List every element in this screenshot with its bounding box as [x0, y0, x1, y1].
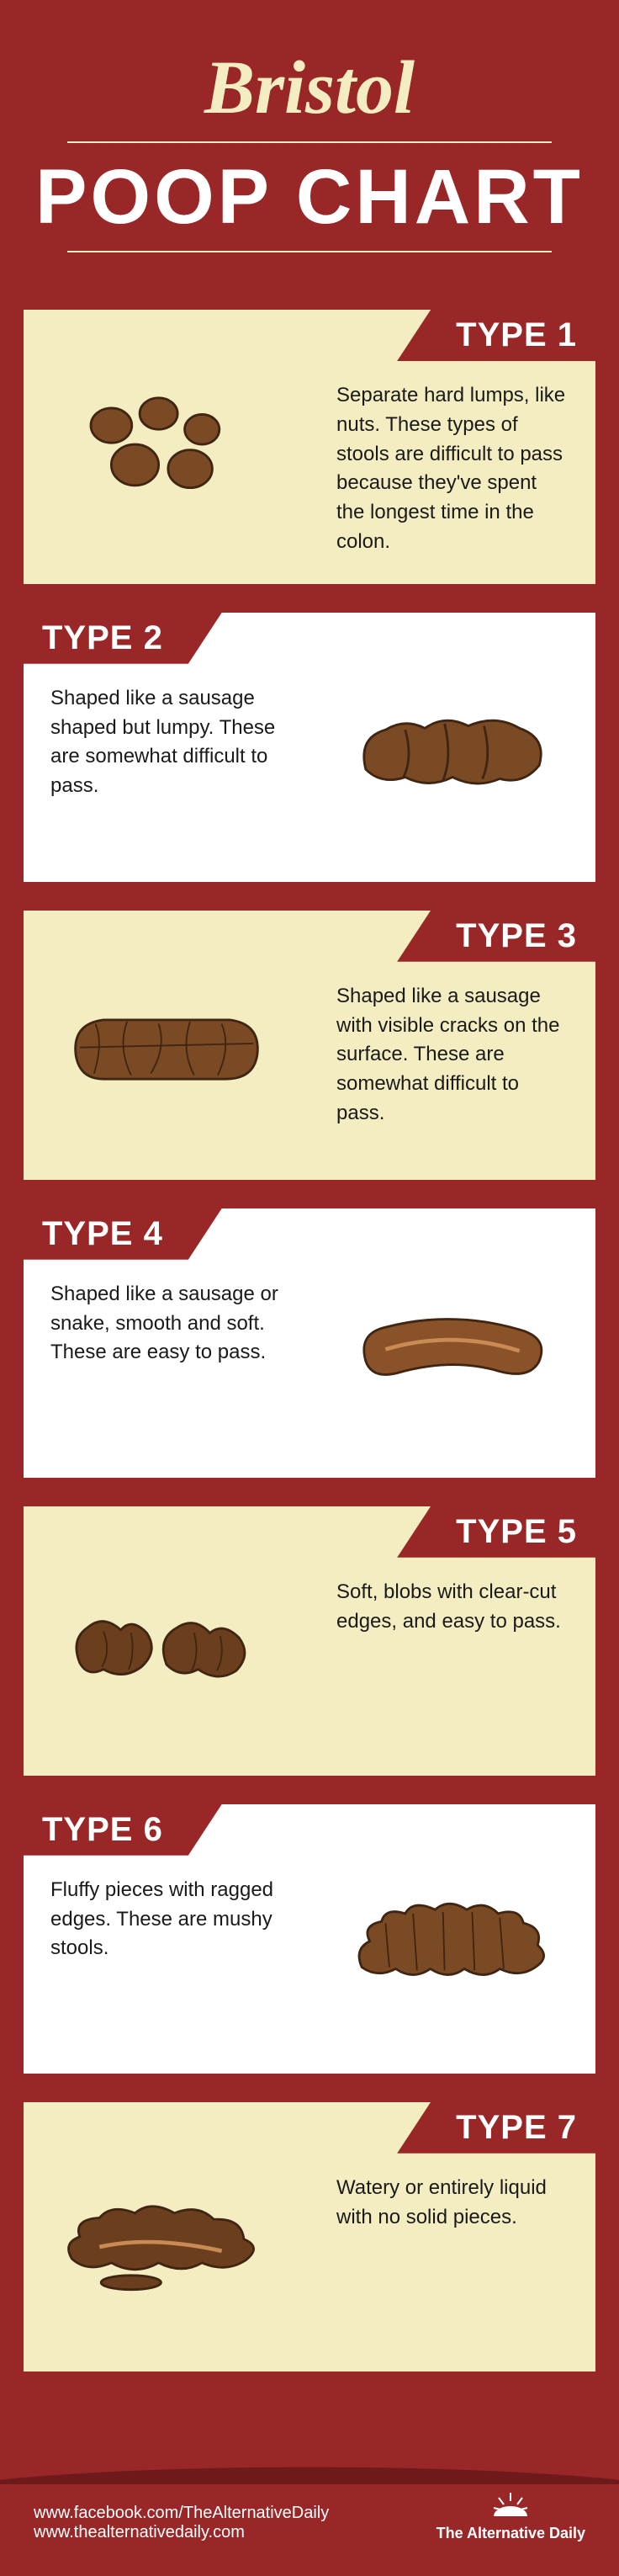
type-illustration	[310, 1208, 595, 1478]
footer-brand: The Alternative Daily	[436, 2491, 585, 2542]
type-description: Shaped like a sausage shaped but lumpy. …	[50, 684, 283, 801]
type-card-1: TYPE 1 Separate hard lumps, like nuts. Th…	[24, 310, 595, 584]
type-card-5: TYPE 5 Soft, blobs with clear-cut edges, …	[24, 1506, 595, 1776]
lumpy-sausage-icon	[336, 683, 569, 809]
type-tag: TYPE 4	[24, 1208, 222, 1260]
type-illustration	[310, 613, 595, 882]
liquid-icon	[50, 2172, 283, 2298]
type-tag: TYPE 6	[24, 1804, 222, 1856]
type-text: TYPE 4 Shaped like a sausage or snake, sm…	[24, 1208, 310, 1478]
type-description: Shaped like a sausage with visible crack…	[336, 982, 569, 1129]
type-illustration	[310, 1804, 595, 2074]
type-illustration	[24, 1506, 310, 1776]
type-illustration	[24, 2102, 310, 2372]
header-rule-top	[67, 141, 552, 143]
footer-url-fb: www.facebook.com/TheAlternativeDaily	[34, 2504, 329, 2523]
type-tag: TYPE 1	[397, 310, 595, 361]
brand-sun-icon	[490, 2491, 531, 2521]
cracked-sausage-icon	[50, 980, 283, 1107]
type-text: TYPE 1 Separate hard lumps, like nuts. Th…	[310, 310, 595, 584]
type-description: Separate hard lumps, like nuts. These ty…	[336, 381, 569, 557]
header: Bristol POOP CHART	[0, 0, 619, 310]
mushy-icon	[336, 1874, 569, 2000]
lumps-icon	[50, 382, 283, 508]
type-text: TYPE 3 Shaped like a sausage with visible…	[310, 911, 595, 1180]
type-text: TYPE 5 Soft, blobs with clear-cut edges, …	[310, 1506, 595, 1776]
smooth-sausage-icon	[336, 1278, 569, 1405]
title-script: Bristol	[34, 50, 585, 126]
footer-url-web: www.thealternativedaily.com	[34, 2523, 329, 2542]
type-description: Soft, blobs with clear-cut edges, and ea…	[336, 1578, 569, 1637]
type-text: TYPE 6 Fluffy pieces with ragged edges. T…	[24, 1804, 310, 2074]
type-card-7: TYPE 7 Watery or entirely liquid with no …	[24, 2102, 595, 2372]
blobs-icon	[50, 1576, 283, 1702]
type-text: TYPE 7 Watery or entirely liquid with no …	[310, 2102, 595, 2372]
type-illustration	[24, 911, 310, 1180]
footer: www.facebook.com/TheAlternativeDaily www…	[0, 2484, 619, 2576]
type-card-4: TYPE 4 Shaped like a sausage or snake, sm…	[24, 1208, 595, 1478]
type-illustration	[24, 310, 310, 584]
type-description: Fluffy pieces with ragged edges. These a…	[50, 1876, 283, 1963]
type-description: Shaped like a sausage or snake, smooth a…	[50, 1280, 283, 1368]
footer-urls: www.facebook.com/TheAlternativeDaily www…	[34, 2504, 329, 2542]
type-tag: TYPE 7	[397, 2102, 595, 2154]
type-card-3: TYPE 3 Shaped like a sausage with visible…	[24, 911, 595, 1180]
type-text: TYPE 2 Shaped like a sausage shaped but l…	[24, 613, 310, 882]
type-card-6: TYPE 6 Fluffy pieces with ragged edges. T…	[24, 1804, 595, 2074]
type-description: Watery or entirely liquid with no solid …	[336, 2174, 569, 2233]
footer-brand-name: The Alternative Daily	[436, 2525, 585, 2542]
poster: Bristol POOP CHART	[0, 0, 619, 2576]
header-rule-bottom	[67, 251, 552, 252]
title-sans: POOP CHART	[34, 158, 585, 236]
type-card-2: TYPE 2 Shaped like a sausage shaped but l…	[24, 613, 595, 882]
type-tag: TYPE 3	[397, 911, 595, 962]
type-tag: TYPE 5	[397, 1506, 595, 1558]
type-tag: TYPE 2	[24, 613, 222, 664]
cards-container: TYPE 1 Separate hard lumps, like nuts. Th…	[0, 310, 619, 2417]
